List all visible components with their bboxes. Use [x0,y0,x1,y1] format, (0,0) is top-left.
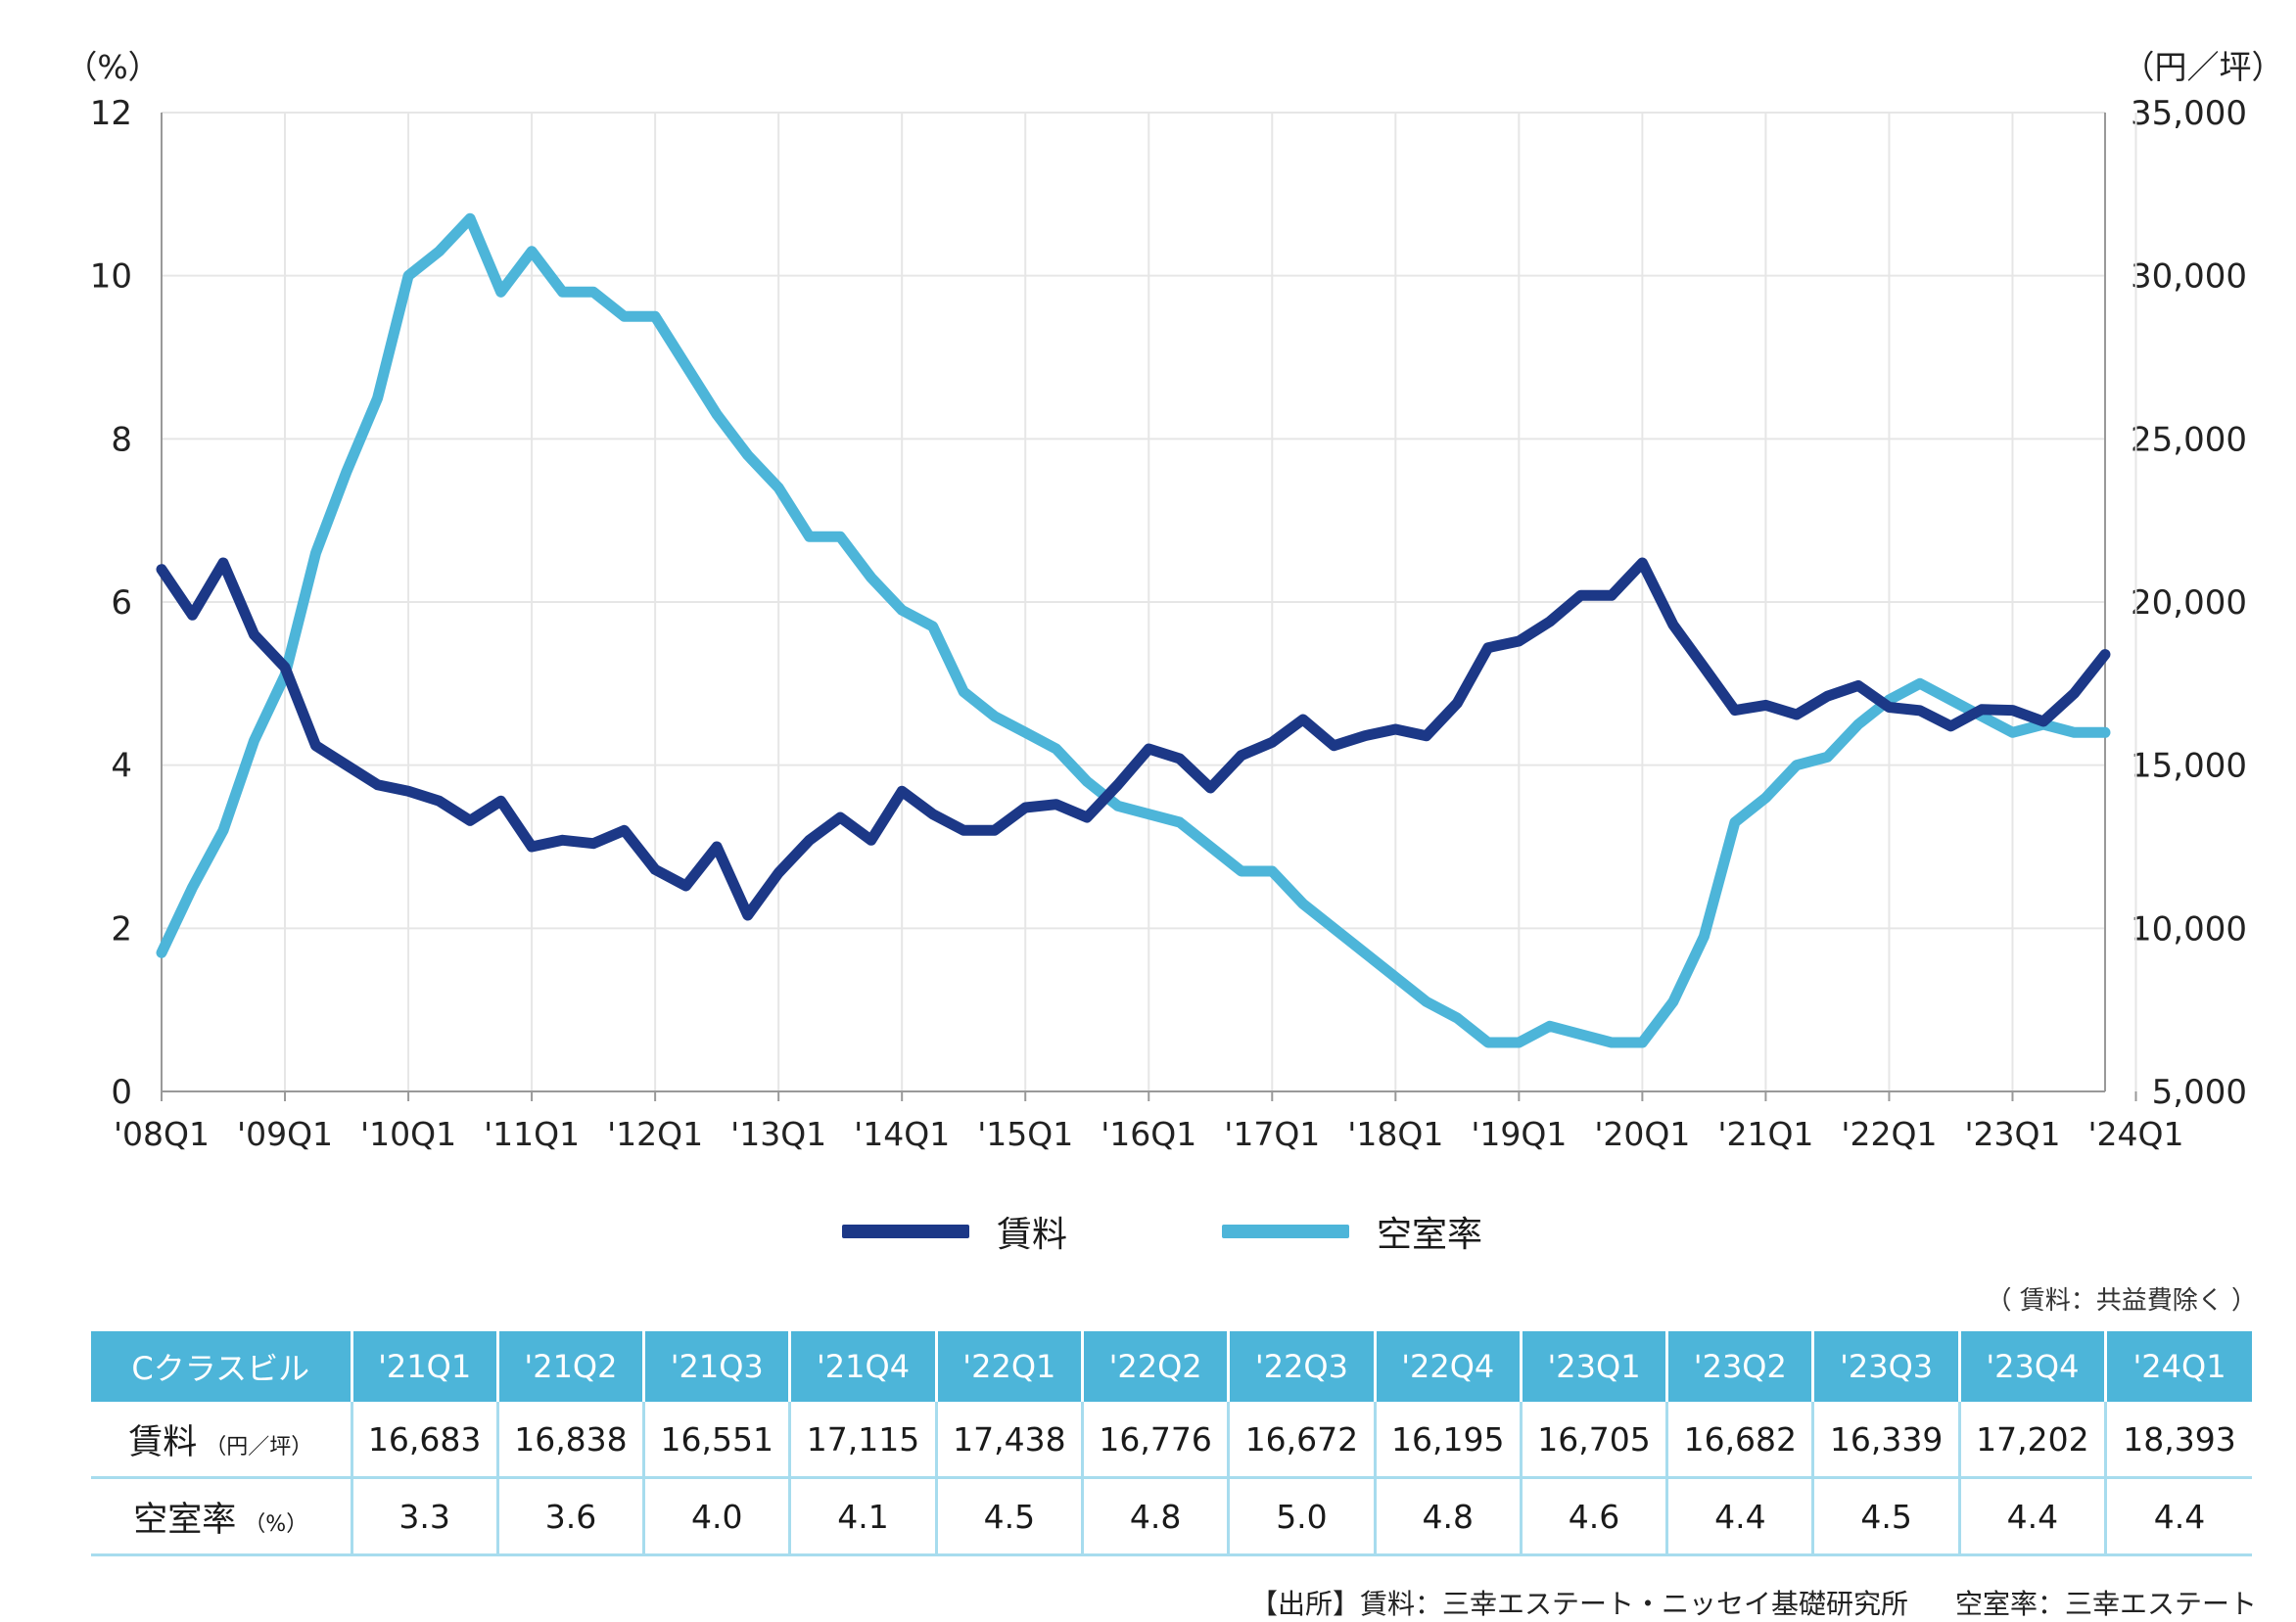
x-tick-label: '12Q1 [607,1115,703,1153]
x-tick-label: '18Q1 [1347,1115,1443,1153]
table-cell: 16,195 [1375,1402,1523,1479]
x-tick-label: '17Q1 [1224,1115,1320,1153]
x-tick-label: '11Q1 [484,1115,580,1153]
x-tick-label: '22Q1 [1841,1115,1937,1153]
table-col-header: '22Q2 [1082,1331,1231,1402]
table-row-vacancy: 空室率 （%） 3.3 3.6 4.0 4.1 4.5 4.8 5.0 4.8 4… [91,1477,2252,1556]
legend-swatch-rent [842,1225,969,1238]
table-cell: 4.6 [1521,1477,1669,1556]
table-cell: 5.0 [1228,1477,1377,1556]
table-cell: 3.3 [351,1477,499,1556]
table-cell: 16,682 [1666,1402,1815,1479]
table-col-header: '21Q2 [497,1331,646,1402]
table-col-header: '23Q2 [1666,1331,1815,1402]
chart-legend: 賃料 空室率 [0,1207,2296,1256]
data-table: Cクラスビル '21Q1 '21Q2 '21Q3 '21Q4 '22Q1 '22… [91,1331,2252,1556]
x-tick-label: '16Q1 [1101,1115,1196,1153]
y-right-unit: （円／坪） [2123,48,2284,86]
x-tick-label: '14Q1 [854,1115,950,1153]
x-tick-label: '13Q1 [730,1115,826,1153]
table-col-header: '24Q1 [2105,1331,2252,1402]
table-cell: 4.1 [789,1477,938,1556]
table-cell: 16,705 [1521,1402,1669,1479]
y-left-tick-label: 12 [90,94,132,133]
y-right-tick-label: 35,000 [2131,94,2247,133]
y-left-tick-label: 2 [111,909,132,949]
legend-swatch-vacancy [1222,1225,1349,1238]
row-label-vacancy: 空室率 （%） [91,1477,353,1556]
x-tick-label: '15Q1 [977,1115,1073,1153]
x-tick-label: '10Q1 [360,1115,456,1153]
row-label-rent: 賃料 （円／坪） [91,1402,353,1479]
x-tick-label: '08Q1 [114,1115,210,1153]
y-left-tick-label: 0 [111,1073,132,1112]
series-line-vacancy [156,212,2111,1048]
table-cell: 16,551 [643,1402,792,1479]
table-cell: 4.8 [1375,1477,1523,1556]
legend-label-vacancy: 空室率 [1377,1215,1483,1255]
table-cell: 16,339 [1812,1402,1961,1479]
table-cell: 18,393 [2105,1402,2252,1479]
source-note: 【出所】賃料：三幸エステート・ニッセイ基礎研究所 空室率：三幸エステート [1250,1583,2257,1622]
y-right-tick-label: 25,000 [2131,420,2247,459]
table-header-row: Cクラスビル '21Q1 '21Q2 '21Q3 '21Q4 '22Q1 '22… [91,1331,2252,1402]
legend-item-rent: 賃料 [842,1207,1067,1256]
y-right-tick-label: 30,000 [2131,257,2247,297]
table-row-rent: 賃料 （円／坪） 16,683 16,838 16,551 17,115 17,4… [91,1402,2252,1479]
table-cell: 17,202 [1959,1402,2108,1479]
table-cell: 16,776 [1082,1402,1231,1479]
source-vacancy: 空室率：三幸エステート [1954,1588,2257,1620]
table-cell: 4.4 [1959,1477,2108,1556]
table-cell: 4.5 [1812,1477,1961,1556]
y-left-unit: （%） [65,48,160,86]
y-right-tick-label: 20,000 [2131,583,2247,623]
x-tick-label: '20Q1 [1594,1115,1690,1153]
y-right-tick-label: 15,000 [2131,747,2247,786]
x-tick-label: '21Q1 [1717,1115,1813,1153]
table-col-header: '23Q4 [1959,1331,2108,1402]
row-label-text: 賃料 [128,1422,198,1462]
y-right-tick-label: 5,000 [2152,1073,2247,1112]
table-cell: 4.0 [643,1477,792,1556]
row-label-text: 空室率 [133,1500,237,1540]
table-col-header: '21Q3 [643,1331,792,1402]
table-cell: 16,672 [1228,1402,1377,1479]
x-tick-label: '09Q1 [237,1115,333,1153]
x-tick-label: '23Q1 [1964,1115,2060,1153]
row-unit: （%） [244,1511,308,1537]
table-col-header: '22Q3 [1228,1331,1377,1402]
row-unit: （円／坪） [205,1434,313,1460]
table-col-header: '21Q4 [789,1331,938,1402]
legend-label-rent: 賃料 [997,1215,1068,1255]
x-tick-label: '19Q1 [1471,1115,1567,1153]
series-line-rent [156,557,2111,921]
line-chart: 0 5,000 2 10,000 4 15,000 6 20,000 8 25,000 10 30,0… [65,48,2284,1153]
y-left-tick-label: 4 [111,747,132,786]
table-cell: 4.5 [936,1477,1084,1556]
table-cell: 3.6 [497,1477,646,1556]
y-left-tick-label: 10 [90,257,132,297]
source-rent: 【出所】賃料：三幸エステート・ニッセイ基礎研究所 [1249,1588,1908,1620]
table-col-header: '22Q1 [936,1331,1084,1402]
table-col-header: '23Q1 [1521,1331,1669,1402]
table-cell: 17,438 [936,1402,1084,1479]
table-col-header: '22Q4 [1375,1331,1523,1402]
y-right-tick-label: 10,000 [2131,909,2247,949]
table-cell: 17,115 [789,1402,938,1479]
y-left-tick-label: 6 [111,583,132,623]
legend-item-vacancy: 空室率 [1222,1207,1482,1256]
table-cell: 4.8 [1082,1477,1231,1556]
table-header-label: Cクラスビル [91,1331,353,1402]
table-cell: 4.4 [1666,1477,1815,1556]
table-col-header: '23Q3 [1812,1331,1961,1402]
table-col-header: '21Q1 [351,1331,499,1402]
x-tick-label: '24Q1 [2087,1115,2183,1153]
table-cell: 4.4 [2105,1477,2252,1556]
y-left-tick-label: 8 [111,420,132,459]
table-cell: 16,683 [351,1402,499,1479]
table-cell: 16,838 [497,1402,646,1479]
rent-note: （ 賃料：共益費除く ） [1986,1286,2257,1316]
